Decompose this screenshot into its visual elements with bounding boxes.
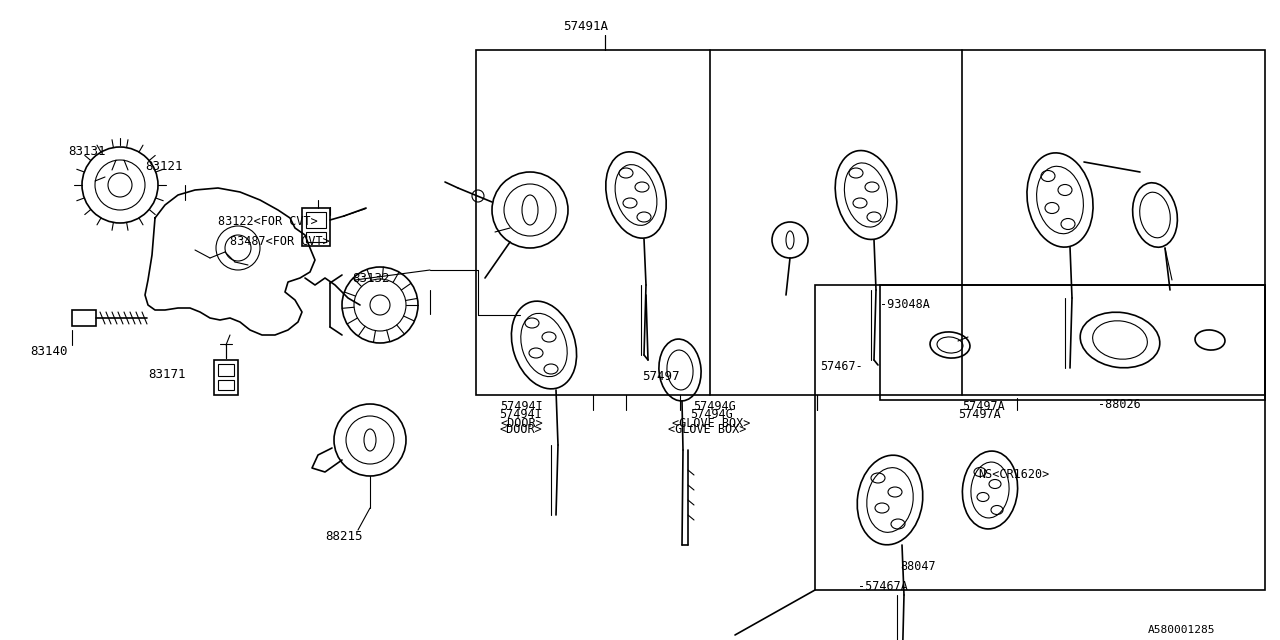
Text: 57467-: 57467- [820,360,863,373]
Text: 88215: 88215 [325,530,362,543]
Bar [815,285,1265,590]
Bar [218,364,234,376]
Bar [306,232,326,242]
Text: 83132: 83132 [352,272,389,285]
Text: 83487<FOR CVT>: 83487<FOR CVT> [230,235,330,248]
Text: 57497: 57497 [643,370,680,383]
Text: -93048A: -93048A [881,298,929,311]
Bar [306,212,326,228]
Bar [72,310,96,326]
Bar [214,360,238,395]
Text: NS<CR1620>: NS<CR1620> [978,468,1050,481]
Bar [218,380,234,390]
Text: 57494G: 57494G [690,408,732,421]
Bar [476,50,1265,395]
Bar [302,208,330,246]
Text: 57494I: 57494I [500,400,543,413]
Text: A580001285: A580001285 [1148,625,1216,635]
Text: 83121: 83121 [145,160,183,173]
Text: <GLOVE BOX>: <GLOVE BOX> [668,423,746,436]
Text: -88026: -88026 [1098,398,1140,411]
Text: <GLOVE BOX>: <GLOVE BOX> [672,417,750,430]
Text: 83122<FOR CVT>: 83122<FOR CVT> [218,215,317,228]
Text: <DOOR>: <DOOR> [499,423,541,436]
Text: -57467A: -57467A [858,580,908,593]
Bar [881,285,1265,400]
Text: <DOOR>: <DOOR> [500,417,543,430]
Text: 57491A: 57491A [563,20,608,33]
Text: 83131: 83131 [68,145,105,158]
Text: 57494G: 57494G [692,400,736,413]
Text: 88047: 88047 [900,560,936,573]
Text: 83140: 83140 [29,345,68,358]
Text: 57494I: 57494I [499,408,541,421]
Text: 57497A: 57497A [963,400,1005,413]
Text: 57497A: 57497A [957,408,1001,421]
Text: 83171: 83171 [148,368,186,381]
